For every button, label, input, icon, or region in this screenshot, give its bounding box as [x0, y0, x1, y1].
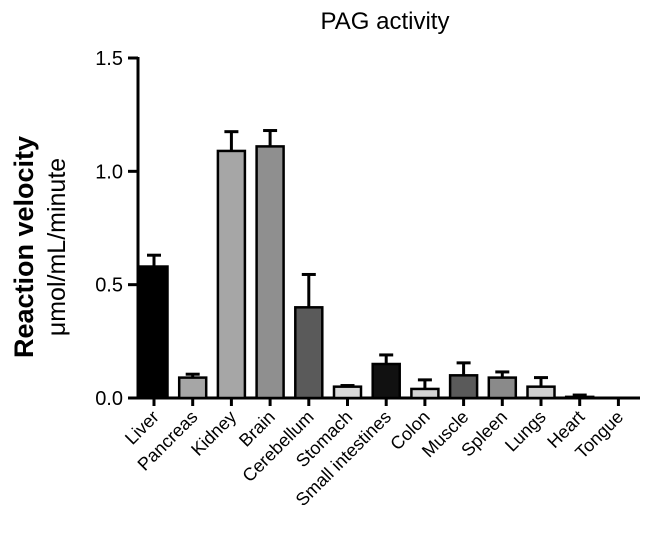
y-ticks: 0.0 0.5 1.0 1.5 — [95, 48, 138, 410]
bar — [526, 385, 556, 400]
y-tick-label: 1.0 — [95, 161, 123, 183]
y-axis-label: Reaction velocity μmol/mL/minute — [9, 136, 71, 358]
y-tick-label: 0.5 — [95, 275, 123, 297]
bar — [294, 306, 324, 400]
bar — [332, 385, 363, 400]
bar — [410, 387, 440, 400]
y-axis-label-line1: Reaction velocity — [9, 136, 39, 358]
x-ticks: LiverPancreasKidneyBrainCerebellumStomac… — [121, 398, 627, 510]
chart-title: PAG activity — [321, 8, 450, 35]
bar — [216, 149, 247, 400]
bar — [255, 145, 285, 400]
axes — [136, 57, 640, 400]
error-bars — [147, 129, 587, 397]
bar — [139, 265, 169, 400]
x-tick-label: Lungs — [501, 407, 550, 456]
bar — [487, 376, 518, 400]
bar — [371, 362, 401, 400]
bar — [564, 395, 595, 400]
y-tick-label: 1.5 — [95, 48, 123, 70]
y-axis-label-line2: μmol/mL/minute — [43, 158, 71, 336]
bars — [139, 145, 595, 400]
bar — [448, 374, 479, 400]
y-tick-label: 0.0 — [95, 388, 123, 410]
bar — [177, 376, 208, 400]
